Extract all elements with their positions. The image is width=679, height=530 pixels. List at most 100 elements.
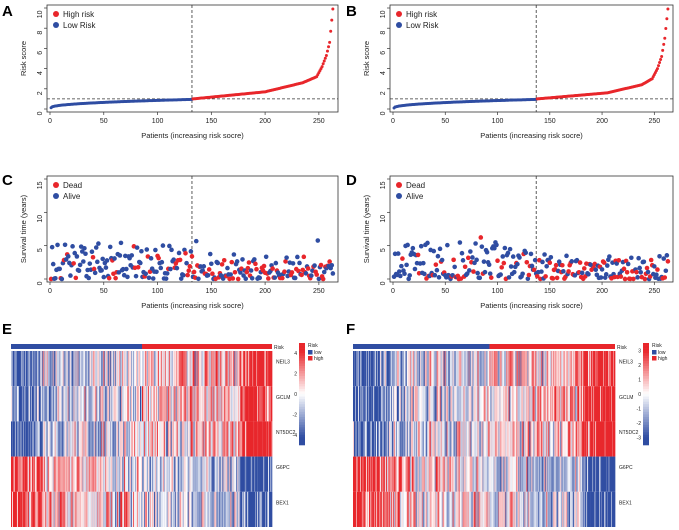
heatmap-cell-e xyxy=(241,421,243,457)
heatmap-cell-e xyxy=(105,386,107,422)
heatmap-cell-f xyxy=(504,386,506,422)
heatmap-cell-e xyxy=(261,421,263,457)
colorbar-segment-f xyxy=(643,439,649,443)
heatmap-cell-e xyxy=(208,491,210,527)
heatmap-cell-f xyxy=(372,421,375,457)
heatmap-cell-f xyxy=(547,491,549,527)
heatmap-cell-f xyxy=(470,386,472,422)
heatmap-cell-f xyxy=(399,386,402,422)
heatmap-cell-e xyxy=(32,421,35,457)
heatmap-cell-f xyxy=(608,456,610,492)
heatmap-cell-f xyxy=(485,351,487,387)
heatmap-cell-f xyxy=(410,491,413,527)
heatmap-cell-f xyxy=(385,351,388,387)
heatmap-cell-e xyxy=(48,351,51,387)
heatmap-cell-e xyxy=(44,351,47,387)
heatmap-cell-e xyxy=(214,351,216,387)
heatmap-cell-f xyxy=(412,386,415,422)
heatmap-cell-f xyxy=(364,351,367,387)
heatmap-cell-e xyxy=(209,351,211,387)
heatmap-cell-e xyxy=(180,491,183,527)
heatmap-cell-f xyxy=(475,386,477,422)
heatmap-cell-e xyxy=(198,351,200,387)
heatmap-cell-f xyxy=(359,491,362,527)
heatmap-cell-f xyxy=(428,351,431,387)
heatmap-cell-e xyxy=(266,421,268,457)
heatmap-cell-f xyxy=(445,421,447,457)
heatmap-cell-e xyxy=(136,386,138,422)
heatmap-cell-f xyxy=(544,351,546,387)
heatmap-cell-e xyxy=(142,351,145,387)
heatmap-cell-f xyxy=(427,386,430,422)
heatmap-cell-f xyxy=(398,491,401,527)
colorbar-segment-e xyxy=(299,416,305,420)
heatmap-cell-e xyxy=(51,456,54,492)
heatmap-cell-e xyxy=(165,491,168,527)
dead-point-c xyxy=(283,259,288,264)
heatmap-cell-f xyxy=(463,491,465,527)
heatmap-cell-f xyxy=(411,421,414,457)
heatmap-cell-f xyxy=(505,421,507,457)
heatmap-cell-e xyxy=(148,351,151,387)
alive-point-c xyxy=(76,268,82,273)
heatmap-cell-f xyxy=(395,491,398,527)
colorbar-segment-e xyxy=(299,343,305,346)
colorbar-segment-f xyxy=(643,348,649,351)
heatmap-cell-f xyxy=(520,491,522,527)
heatmap-cell-e xyxy=(61,421,63,457)
heatmap-cell-f xyxy=(454,386,456,422)
heatmap-cell-f xyxy=(437,386,440,422)
heatmap-cell-f xyxy=(368,421,371,457)
heatmap-cell-f xyxy=(579,421,581,457)
heatmap-cell-e xyxy=(194,421,196,457)
heatmap-cell-e xyxy=(95,351,97,387)
colorbar-segment-e xyxy=(299,424,305,428)
heatmap-cell-e xyxy=(34,421,37,457)
heatmap-cell-e xyxy=(119,421,121,457)
heatmap-cell-e xyxy=(239,351,241,387)
heatmap-cell-e xyxy=(34,351,37,387)
heatmap-cell-f xyxy=(430,421,433,457)
heatmap-cell-f xyxy=(515,351,517,387)
heatmap-cell-e xyxy=(77,421,79,457)
heatmap-cell-f xyxy=(599,386,601,422)
heatmap-cell-f xyxy=(477,456,479,492)
heatmap-cell-e xyxy=(53,421,56,457)
heatmap-cell-e xyxy=(68,351,70,387)
heatmap-cell-e xyxy=(157,456,160,492)
heatmap-cell-e xyxy=(179,456,182,492)
high-risk-point-a xyxy=(330,18,334,22)
heatmap-cell-f xyxy=(355,456,358,492)
alive-point-d xyxy=(515,261,520,267)
y-tick-label-a: 10 xyxy=(37,10,44,18)
heatmap-cell-f xyxy=(590,456,592,492)
heatmap-cell-e xyxy=(38,456,41,492)
heatmap-cell-f xyxy=(552,491,554,527)
heatmap-cell-f xyxy=(434,386,437,422)
heatmap-cell-e xyxy=(89,421,91,457)
heatmap-cell-f xyxy=(503,456,505,492)
dead-point-c xyxy=(282,269,287,275)
heatmap-cell-e xyxy=(249,491,251,527)
heatmap-cell-f xyxy=(487,456,489,492)
heatmap-cell-e xyxy=(236,456,238,492)
heatmap-cell-f xyxy=(467,491,469,527)
heatmap-cell-e xyxy=(21,351,24,387)
heatmap-cell-f xyxy=(409,491,412,527)
heatmap-cell-e xyxy=(102,386,104,422)
heatmap-cell-e xyxy=(85,386,87,422)
heatmap-cell-f xyxy=(411,491,414,527)
heatmap-cell-e xyxy=(229,491,231,527)
x-tick-label-c: 150 xyxy=(205,288,217,295)
heatmap-cell-e xyxy=(60,491,62,527)
alive-point-c xyxy=(178,276,184,281)
heatmap-cell-e xyxy=(96,456,98,492)
heatmap-cell-e xyxy=(163,421,166,457)
heatmap-cell-e xyxy=(256,421,258,457)
heatmap-cell-e xyxy=(253,386,255,422)
dead-point-c xyxy=(187,264,193,269)
heatmap-cell-e xyxy=(49,351,52,387)
heatmap-cell-e xyxy=(127,351,129,387)
panel-label-d: D xyxy=(346,172,357,189)
heatmap-cell-f xyxy=(425,456,428,492)
